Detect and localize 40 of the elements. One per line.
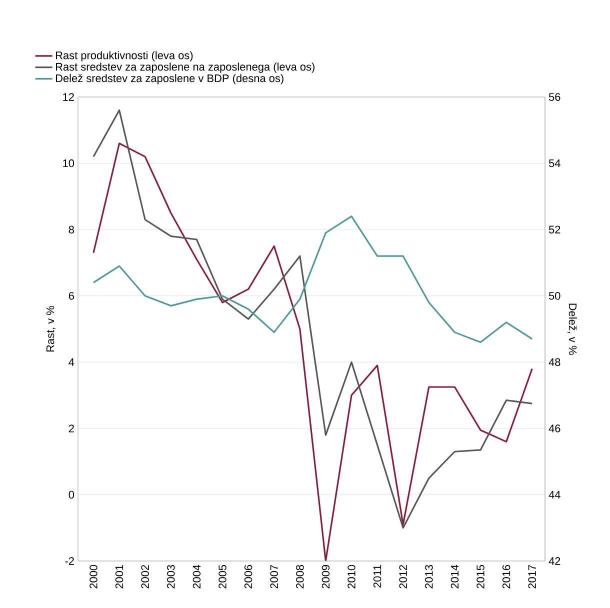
x-tick-label: 2002	[141, 565, 149, 588]
y2-tick-label: 46	[548, 424, 560, 432]
y2-tick-label: 42	[548, 557, 560, 565]
y-tick-label: 4	[68, 358, 74, 366]
y2-tick-label: 50	[548, 292, 560, 300]
x-tick-label: 2007	[270, 565, 278, 588]
x-tick-label: 2013	[425, 565, 433, 588]
x-tick-label: 2001	[115, 565, 124, 588]
x-tick-label: 2016	[502, 565, 510, 588]
x-tick-label: 2004	[192, 564, 201, 588]
x-tick-label: 2012	[399, 565, 407, 588]
legend-label: Delež sredstev za zaposlene v BDP (desna os)	[56, 74, 284, 84]
y2-axis-title: Delež, v %	[568, 304, 577, 355]
y2-tick-label: 48	[548, 358, 560, 366]
y-tick-label: 2	[68, 424, 74, 432]
x-tick-label: 2014	[450, 564, 459, 588]
legend-label: Rast produktivnosti (leva os)	[56, 51, 193, 62]
x-tick-label: 2008	[296, 565, 304, 588]
x-tick-label: 2000	[90, 564, 98, 588]
y-tick-label: 12	[63, 93, 74, 101]
y-tick-label: 10	[63, 159, 74, 168]
x-tick-label: 2015	[476, 564, 484, 588]
x-tick-label: 2011	[373, 565, 382, 588]
y2-tick-label: 56	[548, 93, 560, 101]
x-tick-label: 2009	[322, 565, 330, 588]
x-tick-label: 2005	[218, 564, 226, 588]
y2-tick-label: 52	[548, 226, 560, 234]
y2-tick-label: 54	[548, 159, 560, 168]
y-tick-label: 0	[68, 490, 74, 499]
x-tick-label: 2017	[528, 565, 536, 588]
y-tick-label: 8	[68, 226, 74, 234]
y2-tick-label: 44	[548, 490, 560, 498]
line-series	[92, 216, 533, 344]
y-tick-label: -2	[65, 557, 74, 565]
x-tick-label: 2010	[348, 564, 356, 588]
y-tick-label: 6	[68, 292, 74, 300]
x-tick-label: 2003	[167, 565, 175, 588]
legend-label: Rast sredstev za zaposlene na zaposlenega (leva os)	[56, 62, 314, 73]
y-axis-title: Rast, v %	[46, 306, 56, 352]
x-tick-label: 2006	[244, 565, 252, 588]
